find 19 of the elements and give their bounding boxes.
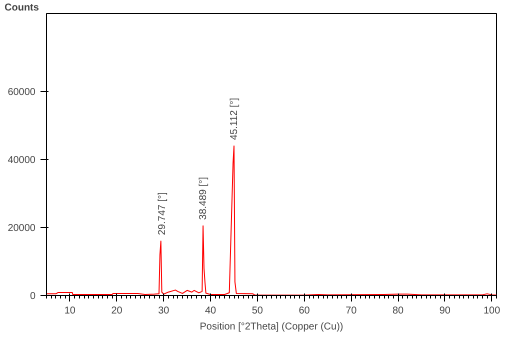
y-axis-title: Counts: [4, 2, 40, 14]
annotation: 29.747 [°]: [157, 192, 168, 236]
x-tick-label: 20: [111, 306, 123, 316]
x-tick-label: 10: [64, 306, 76, 316]
x-tick-label: 90: [439, 306, 451, 316]
annotation: 45.112 [°]: [229, 98, 240, 140]
x-tick-label: 70: [346, 306, 358, 316]
y-tick-label: 60000: [8, 87, 36, 98]
y-tick-label: 40000: [8, 155, 36, 166]
x-tick-label: 50: [252, 306, 264, 316]
x-tick-label: 60: [298, 306, 310, 316]
x-tick-label: 100: [483, 306, 501, 316]
x-tick-label: 40: [205, 306, 217, 316]
x-axis-title: Position [°2Theta] (Copper (Cu)): [200, 322, 344, 332]
x-tick-label: 80: [392, 306, 404, 316]
y-tick-label: 20000: [8, 223, 36, 234]
y-tick-label: 0: [30, 291, 36, 302]
x-tick-label: 30: [158, 306, 170, 316]
annotation: 38.489 [°]: [198, 176, 209, 220]
